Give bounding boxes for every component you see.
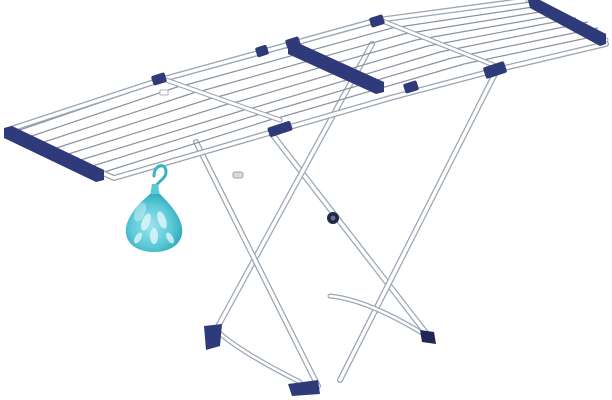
sachet-hook-icon — [152, 164, 168, 188]
hinge-left-far — [151, 72, 167, 86]
center-bar — [288, 42, 384, 94]
hinge-center-near — [267, 121, 293, 137]
leg-clip — [232, 171, 244, 179]
sachet-pattern — [134, 211, 174, 244]
rack-legs — [193, 41, 499, 396]
foot-left — [204, 324, 222, 350]
rack-top-deck — [4, 0, 609, 182]
hinge-near-right-corner — [483, 61, 507, 79]
scent-sachet — [125, 164, 183, 252]
hinge-right-near — [403, 80, 419, 94]
foot-right — [420, 330, 436, 344]
deck-clip — [159, 89, 169, 96]
hinge-right-far — [369, 14, 385, 28]
end-cap-left — [4, 126, 104, 182]
hinge-left-near — [255, 44, 269, 58]
hinge-brackets — [151, 14, 507, 137]
foot-bottom — [288, 380, 320, 396]
hinge-center-far — [285, 36, 301, 50]
drying-wires-right — [379, 1, 607, 65]
end-cap-right — [528, 0, 606, 46]
